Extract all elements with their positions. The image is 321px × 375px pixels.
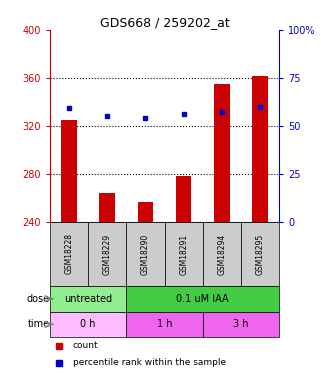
Text: untreated: untreated	[64, 294, 112, 304]
Text: 0 h: 0 h	[80, 320, 96, 329]
Text: time: time	[28, 320, 50, 329]
Text: GSM18290: GSM18290	[141, 233, 150, 274]
Bar	[126, 222, 164, 286]
Bar	[214, 84, 230, 222]
Text: GSM18294: GSM18294	[217, 233, 226, 274]
Bar	[126, 286, 279, 312]
Text: GSM18229: GSM18229	[103, 233, 112, 274]
Title: GDS668 / 259202_at: GDS668 / 259202_at	[100, 16, 230, 29]
Bar	[61, 120, 76, 222]
Bar	[88, 222, 126, 286]
Bar	[126, 312, 203, 337]
Bar	[50, 222, 88, 286]
Bar	[203, 312, 279, 337]
Bar	[138, 201, 153, 222]
Text: count: count	[73, 341, 98, 350]
Text: 1 h: 1 h	[157, 320, 172, 329]
Text: GSM18295: GSM18295	[256, 233, 265, 274]
Text: 3 h: 3 h	[233, 320, 249, 329]
Bar	[164, 222, 203, 286]
Bar	[50, 312, 126, 337]
Text: GSM18291: GSM18291	[179, 233, 188, 274]
Bar	[50, 286, 126, 312]
Bar	[241, 222, 279, 286]
Text: dose: dose	[27, 294, 50, 304]
Bar	[253, 76, 268, 222]
Bar	[176, 176, 191, 222]
Text: GSM18228: GSM18228	[65, 234, 74, 274]
Bar	[203, 222, 241, 286]
Text: percentile rank within the sample: percentile rank within the sample	[73, 358, 226, 367]
Text: 0.1 uM IAA: 0.1 uM IAA	[177, 294, 229, 304]
Bar	[100, 193, 115, 222]
